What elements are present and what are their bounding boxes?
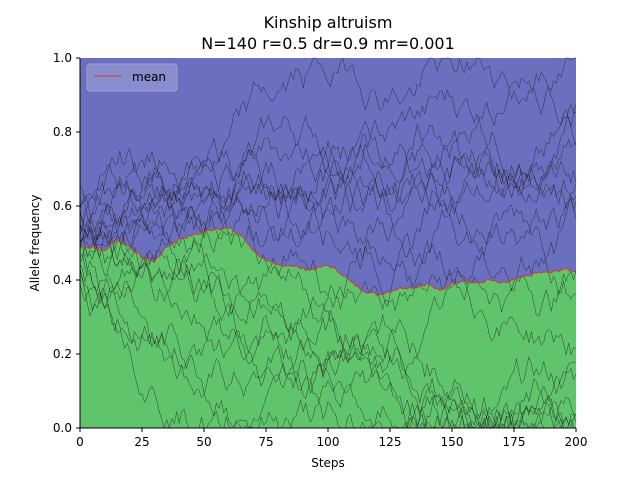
x-tick-label: 100 bbox=[317, 435, 340, 449]
mean-line bbox=[80, 227, 577, 297]
axes: 0 25 50 75 100 125 150 175 200 0.0 0.2 0.4 0.6 0.8 1.0 bbox=[53, 51, 588, 449]
run-line bbox=[79, 210, 577, 429]
run-line bbox=[79, 189, 576, 429]
run-line bbox=[79, 171, 577, 324]
y-tick-label: 0.6 bbox=[53, 199, 72, 213]
legend: mean bbox=[86, 63, 178, 92]
x-tick-label: 75 bbox=[258, 435, 273, 449]
run-line bbox=[79, 160, 577, 296]
lower-area bbox=[80, 227, 576, 428]
y-axis-label: Allele frequency bbox=[28, 195, 42, 292]
x-tick-label: 25 bbox=[134, 435, 149, 449]
plot-area bbox=[79, 57, 577, 429]
x-tick-label: 150 bbox=[441, 435, 464, 449]
run-line bbox=[79, 183, 577, 322]
run-line bbox=[79, 213, 577, 429]
run-line bbox=[79, 145, 577, 302]
y-tick-label: 0.8 bbox=[53, 125, 72, 139]
run-line bbox=[79, 253, 577, 429]
legend-box bbox=[86, 63, 178, 92]
x-tick-label: 200 bbox=[565, 435, 588, 449]
run-line bbox=[79, 71, 577, 250]
y-tick-label: 1.0 bbox=[53, 51, 72, 65]
y-tick-label: 0.4 bbox=[53, 273, 72, 287]
x-tick-label: 175 bbox=[503, 435, 526, 449]
x-tick-label: 50 bbox=[196, 435, 211, 449]
x-tick-label: 125 bbox=[379, 435, 402, 449]
x-tick-label: 0 bbox=[76, 435, 84, 449]
legend-mean-label: mean bbox=[132, 70, 166, 84]
y-tick-label: 0.0 bbox=[53, 421, 72, 435]
x-axis-label: Steps bbox=[311, 456, 345, 470]
run-line bbox=[79, 154, 577, 242]
run-line bbox=[79, 137, 577, 237]
run-line bbox=[79, 138, 577, 261]
run-line bbox=[79, 169, 577, 317]
chart-title: Kinship altruism bbox=[264, 13, 393, 32]
run-line bbox=[79, 57, 576, 203]
chart-subtitle: N=140 r=0.5 dr=0.9 mr=0.001 bbox=[201, 34, 455, 53]
run-line bbox=[79, 88, 577, 224]
y-tick-label: 0.2 bbox=[53, 347, 72, 361]
